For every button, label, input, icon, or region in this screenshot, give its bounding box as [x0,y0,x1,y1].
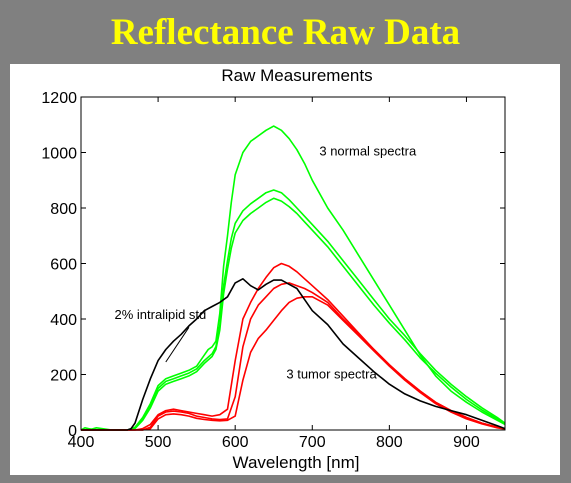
annotation-label-2: 2% intralipid std [115,307,207,322]
y-tick-label: 800 [50,201,77,218]
y-tick-label: 200 [50,368,77,385]
tumor-spectrum-line-6 [81,295,506,431]
y-tick-label: 1000 [41,146,77,163]
slide-title: Reflectance Raw Data [110,12,461,53]
annotation-label-1: 3 normal spectra [319,143,417,158]
x-axis-label: Wavelength [nm] [233,453,360,472]
annotation-layer: 3 normal spectra 2% intralipid std 3 tumor… [115,143,417,381]
y-tick-label: 0 [68,423,77,440]
x-tick-label: 600 [222,434,249,451]
normal-spectrum-line-3 [81,197,506,431]
x-tick-label: 500 [145,434,172,451]
series-layer [80,125,506,431]
x-tick-label: 700 [299,434,326,451]
normal-spectrum-line-1 [80,125,506,431]
axes-layer: 400 500 600 700 800 900 0 200 400 600 800 1000 1200 [41,90,506,451]
y-tick-label: 600 [50,257,77,274]
y-tick-label: 1200 [41,90,77,107]
x-tick-label: 800 [376,434,403,451]
x-tick-label: 900 [453,434,480,451]
annotation-label-3: 3 tumor spectra [286,367,377,382]
plot-panel [10,64,560,475]
normal-spectrum-line-2 [81,189,506,431]
standard-spectrum-line-7 [81,277,506,431]
chart-title: Raw Measurements [221,66,372,85]
x-tick-label: 400 [68,434,95,451]
y-tick-label: 400 [50,312,77,329]
tumor-spectrum-line-5 [81,282,506,431]
intralipid-leader-line [165,327,190,363]
